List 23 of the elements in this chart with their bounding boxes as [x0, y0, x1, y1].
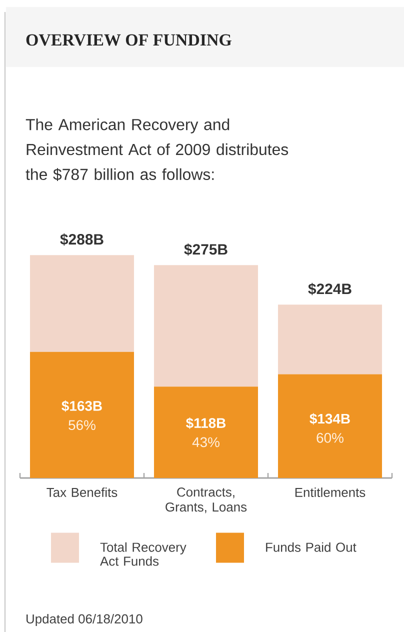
- total-label: $288B: [60, 233, 104, 246]
- total-label: $224B: [308, 282, 352, 296]
- data-label: $163B: [62, 400, 102, 412]
- x-tick-label: Tax Benefits: [46, 488, 118, 498]
- chart-title: OVERVIEW OF FUNDING: [26, 34, 232, 46]
- bar: [278, 304, 382, 374]
- annotation: 56%: [68, 420, 96, 430]
- legend-label: Total Recovery Act Funds: [100, 542, 186, 566]
- bar: [278, 374, 382, 478]
- bar: [30, 255, 134, 352]
- bar: [30, 352, 134, 478]
- x-tick-label: Entitlements: [295, 488, 366, 498]
- bar: [154, 265, 258, 387]
- chart-subtitle: The American Recovery and Reinvestment Act of 2009 distributes the $787 billion as follows:: [26, 118, 288, 181]
- x-tick-label: Contracts, Grants, Loans: [166, 488, 247, 514]
- bar: [154, 386, 258, 478]
- annotation: 60%: [316, 432, 344, 443]
- total-label: $275B: [184, 243, 228, 256]
- text: Updated 06/18/2010: [26, 614, 142, 626]
- data-label: $118B: [186, 418, 226, 429]
- annotation: 43%: [192, 437, 220, 448]
- legend-label: Funds Paid Out: [266, 542, 356, 552]
- data-label: $134B: [310, 413, 350, 425]
